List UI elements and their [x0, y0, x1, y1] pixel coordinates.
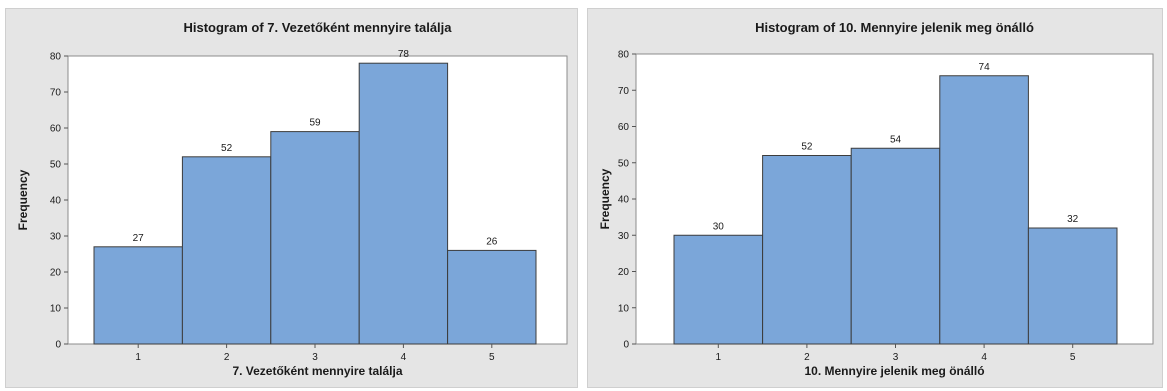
histogram-bar — [673, 234, 764, 345]
x-tick-label: 2 — [224, 352, 230, 363]
bar-data-label: 74 — [979, 62, 991, 73]
y-tick-label: 50 — [50, 160, 62, 171]
chart-title: Histogram of 7. Vezetőként mennyire talá… — [183, 20, 452, 35]
y-tick-label: 70 — [618, 86, 630, 97]
histogram-chart-2: Histogram of 10. Mennyire jelenik meg ön… — [587, 8, 1163, 388]
y-tick-label: 10 — [50, 304, 62, 315]
y-tick-label: 10 — [618, 303, 630, 314]
histogram-chart-1: Histogram of 7. Vezetőként mennyire talá… — [5, 8, 578, 388]
bar-data-label: 30 — [713, 221, 725, 232]
histogram-bar — [850, 147, 941, 345]
x-axis-title: 7. Vezetőként mennyire találja — [232, 364, 402, 378]
y-axis-title: Frequency — [16, 169, 30, 230]
histogram-bar — [270, 131, 360, 345]
bar-data-label: 52 — [801, 142, 813, 153]
x-tick-label: 4 — [981, 352, 987, 363]
y-tick-label: 60 — [50, 124, 62, 135]
x-tick-label: 1 — [716, 352, 722, 363]
x-tick-label: 2 — [804, 352, 810, 363]
y-tick-label: 30 — [50, 232, 62, 243]
x-axis-title: 10. Mennyire jelenik meg önálló — [804, 364, 984, 378]
y-tick-label: 80 — [50, 52, 62, 63]
bar-data-label: 52 — [221, 143, 233, 154]
y-tick-label: 80 — [618, 50, 630, 61]
bar-data-label: 32 — [1067, 214, 1079, 225]
y-tick-label: 20 — [50, 268, 62, 279]
y-tick-label: 30 — [618, 231, 630, 242]
bar-data-label: 26 — [486, 236, 498, 247]
histogram-svg-2: Histogram of 10. Mennyire jelenik meg ön… — [587, 8, 1163, 388]
y-tick-label: 0 — [623, 340, 629, 351]
y-tick-label: 40 — [50, 196, 62, 207]
bar-data-label: 78 — [398, 49, 410, 60]
x-tick-label: 3 — [893, 352, 899, 363]
bar-data-label: 59 — [309, 118, 321, 129]
histogram-bar — [939, 75, 1029, 345]
y-tick-label: 20 — [618, 267, 630, 278]
y-tick-label: 50 — [618, 158, 630, 169]
y-tick-label: 60 — [618, 122, 630, 133]
chart-title: Histogram of 10. Mennyire jelenik meg ön… — [755, 20, 1034, 35]
y-tick-label: 0 — [55, 340, 61, 351]
histogram-bar — [447, 249, 537, 345]
histogram-bar — [358, 62, 449, 345]
x-tick-label: 5 — [489, 352, 495, 363]
y-tick-label: 40 — [618, 195, 630, 206]
y-axis-title: Frequency — [598, 168, 612, 229]
x-tick-label: 5 — [1070, 352, 1076, 363]
histogram-svg-1: Histogram of 7. Vezetőként mennyire talá… — [5, 8, 578, 388]
x-tick-label: 3 — [312, 352, 318, 363]
x-tick-label: 1 — [135, 352, 141, 363]
histogram-bar — [1027, 227, 1118, 345]
y-tick-label: 70 — [50, 88, 62, 99]
histogram-bar — [93, 246, 183, 345]
histogram-bar — [181, 156, 272, 345]
histogram-bar — [762, 155, 852, 345]
x-tick-label: 4 — [401, 352, 407, 363]
bar-data-label: 27 — [133, 233, 145, 244]
bar-data-label: 54 — [890, 134, 902, 145]
